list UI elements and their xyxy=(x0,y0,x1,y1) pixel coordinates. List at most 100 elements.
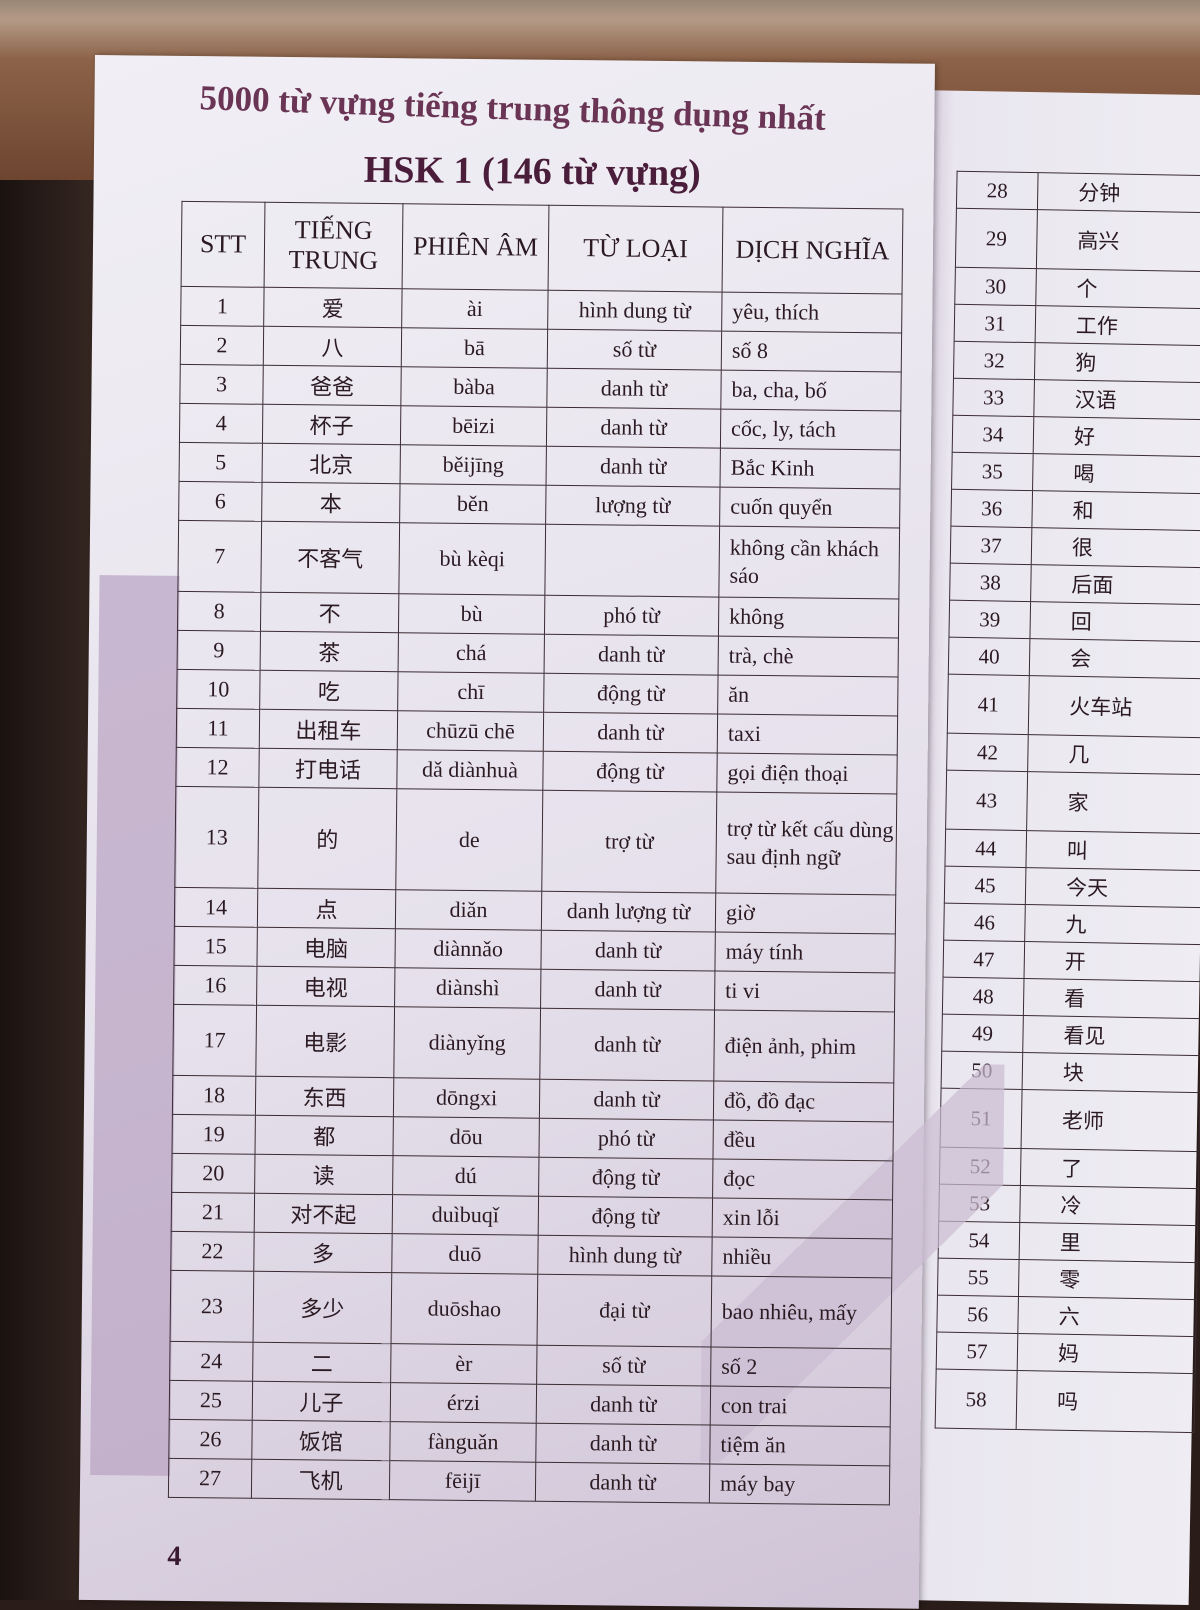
chinese-cell: 多少 xyxy=(253,1271,392,1344)
stt-cell: 18 xyxy=(172,1075,256,1116)
pinyin-cell: diànnǎo xyxy=(394,928,542,970)
chinese-cell: 读 xyxy=(254,1154,393,1195)
meaning-cell: ba, cha, bố xyxy=(720,370,902,411)
chinese-cell: 东西 xyxy=(255,1076,394,1117)
header-pinyin: PHIÊN ÂM xyxy=(402,203,549,291)
word-type-cell: danh từ xyxy=(535,1462,710,1504)
chinese-cell: 爸爸 xyxy=(262,365,402,406)
meaning-cell: yêu, thích xyxy=(721,292,903,333)
stt-cell: 2 xyxy=(180,325,264,366)
table-row: 42 几 xyxy=(946,733,1200,775)
left-page: 5000 từ vựng tiếng trung thông dụng nhất… xyxy=(78,55,1005,1609)
word-type-cell: danh từ xyxy=(535,1423,711,1465)
stt-cell: 27 xyxy=(168,1458,252,1499)
chinese-cell: 茶 xyxy=(260,631,399,672)
table-row: 7 不客气 bù kèqi không cần khách sáo xyxy=(177,520,900,599)
meaning-cell: ti vi xyxy=(714,971,895,1012)
table-row: 43 家 xyxy=(945,770,1200,834)
chinese-cell: 好 xyxy=(1033,416,1200,457)
chinese-cell: 看见 xyxy=(1022,1015,1200,1056)
stt-cell: 34 xyxy=(952,415,1034,454)
pinyin-cell: èr xyxy=(390,1343,538,1385)
table-row: 44 叫 xyxy=(944,829,1200,871)
table-row: 49 看见 xyxy=(941,1014,1200,1056)
word-type-cell: danh từ xyxy=(540,969,715,1011)
chinese-cell: 老师 xyxy=(1021,1089,1200,1152)
meaning-cell: không cần khách sáo xyxy=(718,526,900,599)
pinyin-cell: běn xyxy=(399,483,547,525)
chinese-cell: 冷 xyxy=(1019,1185,1199,1226)
table-row: 41 火车站 xyxy=(947,674,1200,738)
table-row: 13 的 de trợ từ trợ từ kết cấu dùng sau định … xyxy=(174,786,897,895)
meaning-cell: số 8 xyxy=(721,331,902,372)
word-type-cell: số từ xyxy=(547,329,722,371)
meaning-cell: ăn xyxy=(717,675,899,716)
chinese-cell: 今天 xyxy=(1025,867,1200,908)
chinese-cell: 火车站 xyxy=(1028,675,1200,738)
word-type-cell: động từ xyxy=(538,1157,713,1199)
table-row: 39 回 xyxy=(948,600,1200,642)
stt-cell: 19 xyxy=(172,1114,256,1155)
stt-cell: 28 xyxy=(956,171,1039,210)
pinyin-cell: diànyǐng xyxy=(393,1006,541,1080)
page-number: 4 xyxy=(167,1540,182,1572)
stt-cell: 35 xyxy=(951,452,1034,491)
word-type-cell: hình dung từ xyxy=(537,1235,713,1277)
meaning-cell: nhiều xyxy=(711,1237,893,1278)
pinyin-cell: duōshao xyxy=(391,1272,538,1346)
table-row: 37 很 xyxy=(950,526,1200,568)
word-type-cell: danh từ xyxy=(546,407,721,449)
word-type-cell: danh từ xyxy=(543,712,718,754)
chinese-cell: 都 xyxy=(254,1115,394,1156)
pinyin-cell: érzi xyxy=(390,1382,537,1424)
table-header: STT TIẾNG TRUNG PHIÊN ÂM TỪ LOẠI DỊCH NG… xyxy=(181,201,903,294)
word-type-cell: động từ xyxy=(543,673,719,715)
header-chinese: TIẾNG TRUNG xyxy=(264,202,403,289)
pinyin-cell: fànguǎn xyxy=(389,1421,537,1463)
table-row: 33 汉语 xyxy=(952,378,1200,420)
chinese-cell: 汉语 xyxy=(1033,379,1200,420)
stt-cell: 14 xyxy=(174,887,258,928)
chinese-cell: 饭馆 xyxy=(251,1420,391,1461)
stt-cell: 24 xyxy=(169,1341,254,1382)
meaning-cell: đồ, đồ đạc xyxy=(713,1081,894,1122)
stt-cell: 16 xyxy=(173,965,257,1006)
word-type-cell: danh từ xyxy=(539,1079,714,1121)
stt-cell: 39 xyxy=(948,600,1031,639)
pinyin-cell: ài xyxy=(401,288,549,330)
chinese-cell: 电视 xyxy=(256,966,395,1007)
pinyin-cell: diǎn xyxy=(395,889,542,931)
chinese-cell: 打电话 xyxy=(258,748,398,789)
chinese-cell: 妈 xyxy=(1017,1333,1196,1374)
word-type-cell: danh từ xyxy=(544,634,719,676)
stt-cell: 4 xyxy=(179,403,263,444)
word-type-cell: đại từ xyxy=(537,1274,712,1348)
table-row: 40 会 xyxy=(948,637,1200,679)
table-row: 34 好 xyxy=(952,415,1200,457)
word-type-cell: danh từ xyxy=(536,1384,711,1426)
chinese-cell: 北京 xyxy=(262,443,401,484)
pinyin-cell: běijīng xyxy=(400,444,547,486)
chinese-cell: 工作 xyxy=(1035,305,1200,346)
chinese-cell: 开 xyxy=(1024,941,1200,982)
pinyin-cell: duìbuqǐ xyxy=(392,1194,539,1236)
header-stt: STT xyxy=(181,201,265,288)
table-row: 23 多少 duōshao đại từ bao nhiêu, mấy xyxy=(170,1270,892,1349)
stt-cell: 38 xyxy=(949,563,1032,602)
word-type-cell: lượng từ xyxy=(545,485,721,527)
stt-cell: 20 xyxy=(171,1153,255,1194)
meaning-cell: xin lỗi xyxy=(712,1198,893,1239)
meaning-cell: đọc xyxy=(712,1159,893,1200)
pinyin-cell: bù xyxy=(398,593,545,635)
chinese-cell: 狗 xyxy=(1034,342,1200,383)
chinese-cell: 本 xyxy=(261,482,401,523)
pinyin-cell: duō xyxy=(391,1233,539,1275)
stt-cell: 40 xyxy=(948,637,1030,676)
chinese-cell: 个 xyxy=(1035,268,1200,309)
stt-cell: 7 xyxy=(177,520,262,593)
pinyin-cell: dú xyxy=(392,1155,539,1197)
stt-cell: 45 xyxy=(944,866,1026,905)
chinese-cell: 和 xyxy=(1031,490,1200,531)
header-word-type: TỪ LOẠI xyxy=(548,205,723,293)
chinese-cell: 儿子 xyxy=(252,1381,391,1422)
